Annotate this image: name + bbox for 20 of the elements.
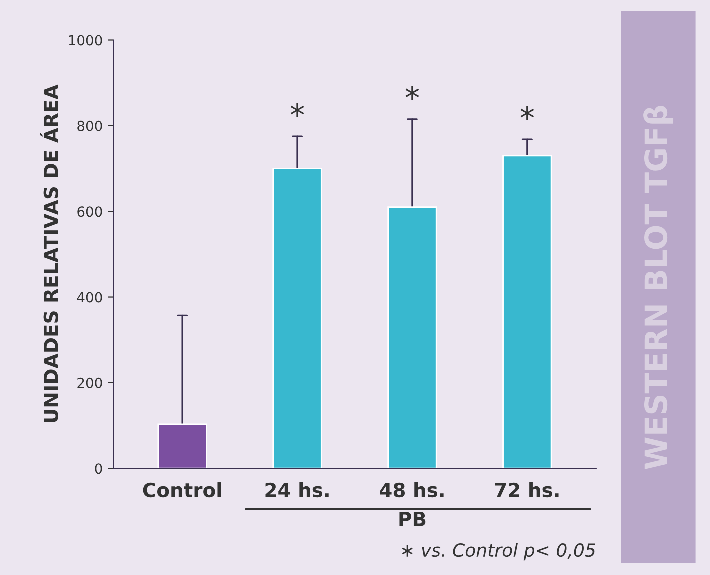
y-tick-label: 400: [77, 292, 102, 303]
bar: [272, 168, 322, 469]
bar: [502, 155, 552, 469]
annotation: *: [290, 103, 304, 118]
text: ∗ vs. Control p< 0,05: [402, 543, 596, 561]
y-tick-label: 0: [95, 464, 102, 474]
bar: [388, 206, 438, 469]
y-tick-label: 1000: [69, 35, 102, 46]
x-tick-label: 48 hs.: [380, 482, 444, 498]
annotation: *: [406, 86, 420, 100]
annotation: *: [520, 106, 534, 120]
y-tick-label: 200: [78, 378, 102, 388]
text: PB: [400, 512, 426, 526]
y-tick-label: 800: [78, 120, 102, 132]
x-tick-label: 72 hs.: [495, 482, 559, 498]
y-axis-title: UNIDADES RELATIVAS DE ÁREA: [40, 84, 59, 422]
x-tick-label: 24 hs.: [266, 482, 329, 498]
x-tick-label: Control: [143, 482, 222, 498]
y-tick-label: 600: [78, 206, 102, 218]
bar: [158, 424, 208, 469]
